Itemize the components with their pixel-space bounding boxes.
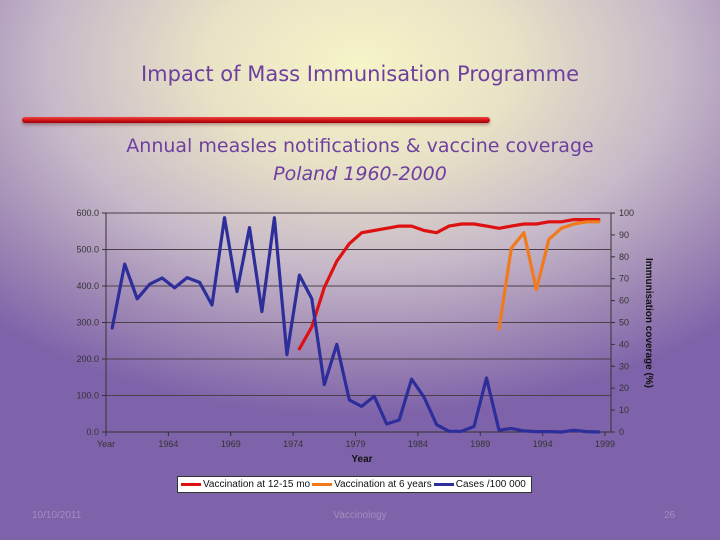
left-tick-label: 200.0 xyxy=(76,354,99,364)
legend-item-vaccination-6y: Vaccination at 6 years xyxy=(312,479,432,490)
series xyxy=(110,216,601,434)
chart-subtitle: Annual measles notifications & vaccine c… xyxy=(0,132,720,188)
right-tick-label: 80 xyxy=(619,252,629,262)
x-tick-label: 1964 xyxy=(158,439,178,449)
right-tick-label: 10 xyxy=(619,405,629,415)
series-vaccination-at-12-15-mo xyxy=(297,218,601,351)
left-tick-label: 100.0 xyxy=(76,391,99,401)
right-tick-label: 30 xyxy=(619,361,629,371)
x-tick-label: 1994 xyxy=(533,439,553,449)
x-axis-title: Year xyxy=(351,454,372,465)
right-tick-label: 90 xyxy=(619,230,629,240)
legend-label: Vaccination at 12-15 mo xyxy=(203,479,311,490)
chart-legend: Vaccination at 12-15 mo Vaccination at 6… xyxy=(177,476,532,493)
legend-swatch-blue xyxy=(433,483,454,486)
gridlines xyxy=(106,212,611,433)
x-tick-label: 1989 xyxy=(470,439,490,449)
footer-date: 10/10/2011 xyxy=(32,510,82,521)
series-cases-100-000 xyxy=(110,216,601,434)
x-tick-label: 1979 xyxy=(345,439,365,449)
legend-swatch-orange xyxy=(312,483,333,486)
legend-swatch-red xyxy=(181,483,201,486)
right-tick-label: 60 xyxy=(619,296,629,306)
legend-label: Vaccination at 6 years xyxy=(334,479,432,490)
left-tick-label: 400.0 xyxy=(76,281,99,291)
slide-number: 26 xyxy=(664,510,676,521)
right-tick-label: 0 xyxy=(619,427,624,437)
subtitle-line-1: Annual measles notifications & vaccine c… xyxy=(126,135,594,157)
x-tick-label: 1999 xyxy=(595,439,615,449)
footer-title: Vaccinology xyxy=(333,510,387,521)
legend-item-cases: Cases /100 000 xyxy=(433,479,526,490)
series-vaccination-at-6-years xyxy=(497,220,601,331)
right-axis-title: Immunisation coverage (%) xyxy=(643,258,654,388)
right-tick-label: 20 xyxy=(619,383,629,393)
left-tick-label: 500.0 xyxy=(76,245,99,255)
left-tick-label: 0.0 xyxy=(86,427,99,437)
x-tick-label: Year xyxy=(97,439,115,449)
series-line xyxy=(110,216,601,434)
title-divider xyxy=(22,117,490,123)
right-tick-label: 50 xyxy=(619,318,629,328)
series-line xyxy=(297,218,601,351)
x-tick-label: 1984 xyxy=(408,439,428,449)
right-tick-label: 70 xyxy=(619,274,629,284)
legend-label: Cases /100 000 xyxy=(455,479,526,490)
x-tick-label: 1969 xyxy=(221,439,241,449)
legend-item-vaccination-12-15: Vaccination at 12-15 mo xyxy=(181,479,310,490)
left-axis-ticks: 0.0 100.0 200.0 300.0 400.0 500.0 600.0 xyxy=(76,208,106,437)
x-axis-ticks: Year 1964 1969 1974 1979 1984 1989 1994 1999 xyxy=(97,432,615,449)
left-tick-label: 600.0 xyxy=(76,208,99,218)
right-axis-ticks: 0 10 20 30 40 50 60 70 80 90 100 xyxy=(611,208,634,437)
x-tick-label: 1974 xyxy=(283,439,303,449)
subtitle-line-2: Poland 1960-2000 xyxy=(273,163,447,185)
left-tick-label: 300.0 xyxy=(76,318,99,328)
right-tick-label: 100 xyxy=(619,208,634,218)
slide-title: Impact of Mass Immunisation Programme xyxy=(140,62,580,86)
series-line xyxy=(497,220,601,331)
right-tick-label: 40 xyxy=(619,339,629,349)
